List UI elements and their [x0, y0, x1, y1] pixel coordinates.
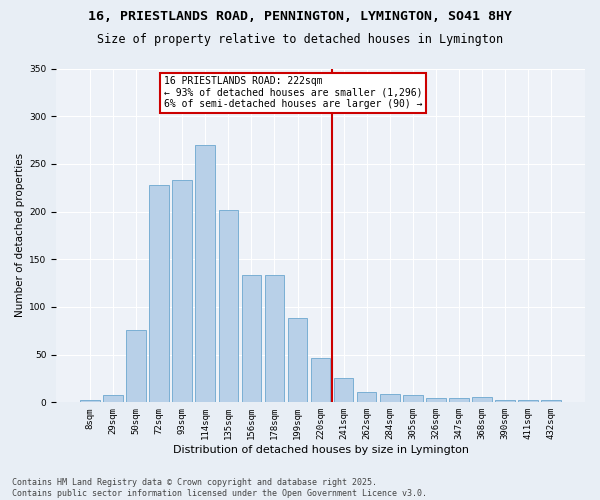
Text: 16, PRIESTLANDS ROAD, PENNINGTON, LYMINGTON, SO41 8HY: 16, PRIESTLANDS ROAD, PENNINGTON, LYMING… [88, 10, 512, 23]
Bar [149, 185, 169, 402]
Bar [334, 378, 353, 402]
Bar [196, 145, 215, 403]
Bar [218, 210, 238, 402]
Y-axis label: Number of detached properties: Number of detached properties [15, 154, 25, 318]
Text: 16 PRIESTLANDS ROAD: 222sqm
← 93% of detached houses are smaller (1,296)
6% of s: 16 PRIESTLANDS ROAD: 222sqm ← 93% of det… [164, 76, 422, 110]
Bar [103, 394, 123, 402]
Bar [172, 180, 192, 402]
Text: Size of property relative to detached houses in Lymington: Size of property relative to detached ho… [97, 32, 503, 46]
Bar [265, 276, 284, 402]
Bar [242, 276, 261, 402]
Bar [472, 396, 492, 402]
Bar [518, 400, 538, 402]
Bar [80, 400, 100, 402]
Bar [288, 318, 307, 402]
Bar [126, 330, 146, 402]
Bar [541, 400, 561, 402]
Bar [426, 398, 446, 402]
X-axis label: Distribution of detached houses by size in Lymington: Distribution of detached houses by size … [173, 445, 469, 455]
Bar [495, 400, 515, 402]
Text: Contains HM Land Registry data © Crown copyright and database right 2025.
Contai: Contains HM Land Registry data © Crown c… [12, 478, 427, 498]
Bar [311, 358, 331, 403]
Bar [403, 394, 422, 402]
Bar [380, 394, 400, 402]
Bar [357, 392, 376, 402]
Bar [449, 398, 469, 402]
